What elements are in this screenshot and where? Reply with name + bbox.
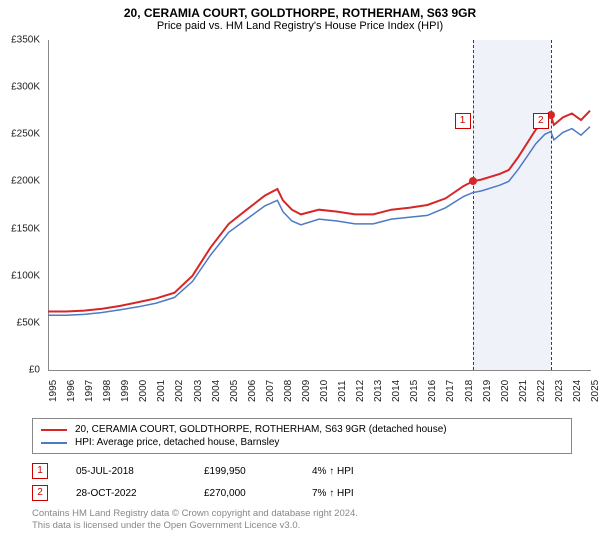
page-title: 20, CERAMIA COURT, GOLDTHORPE, ROTHERHAM… xyxy=(0,0,600,20)
sale-diff: 4% ↑ HPI xyxy=(312,466,354,477)
legend: 20, CERAMIA COURT, GOLDTHORPE, ROTHERHAM… xyxy=(32,418,572,454)
sale-marker-label: 2 xyxy=(533,113,549,129)
footer-line: This data is licensed under the Open Gov… xyxy=(32,520,572,532)
legend-label: 20, CERAMIA COURT, GOLDTHORPE, ROTHERHAM… xyxy=(75,424,447,435)
sale-price: £199,950 xyxy=(204,466,284,477)
legend-swatch xyxy=(41,429,67,431)
series-hpi xyxy=(48,127,590,316)
sale-index-box: 1 xyxy=(32,463,48,479)
sale-row: 2 28-OCT-2022 £270,000 7% ↑ HPI xyxy=(32,482,572,504)
chart-svg xyxy=(0,40,600,410)
sale-marker xyxy=(469,177,477,185)
footer-note: Contains HM Land Registry data © Crown c… xyxy=(32,504,572,533)
page-subtitle: Price paid vs. HM Land Registry's House … xyxy=(0,20,600,36)
sale-date: 05-JUL-2018 xyxy=(76,466,176,477)
price-chart: £0£50K£100K£150K£200K£250K£300K£350K1995… xyxy=(0,40,600,410)
sale-price: £270,000 xyxy=(204,488,284,499)
legend-row: 20, CERAMIA COURT, GOLDTHORPE, ROTHERHAM… xyxy=(41,423,563,436)
series-price xyxy=(48,111,590,312)
footer-line: Contains HM Land Registry data © Crown c… xyxy=(32,508,572,520)
legend-label: HPI: Average price, detached house, Barn… xyxy=(75,437,279,448)
sale-diff: 7% ↑ HPI xyxy=(312,488,354,499)
legend-row: HPI: Average price, detached house, Barn… xyxy=(41,436,563,449)
sale-row: 1 05-JUL-2018 £199,950 4% ↑ HPI xyxy=(32,460,572,482)
sale-marker-label: 1 xyxy=(455,113,471,129)
sale-date: 28-OCT-2022 xyxy=(76,488,176,499)
sale-index-box: 2 xyxy=(32,485,48,501)
legend-swatch xyxy=(41,442,67,444)
sales-list: 1 05-JUL-2018 £199,950 4% ↑ HPI 2 28-OCT-2022… xyxy=(32,460,572,504)
